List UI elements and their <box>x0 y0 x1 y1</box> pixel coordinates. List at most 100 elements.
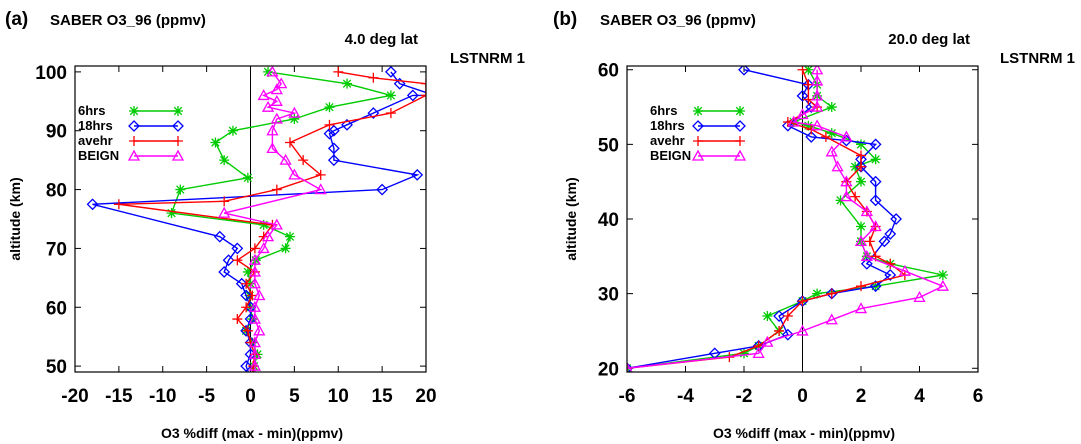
data-point <box>870 154 881 165</box>
legend-label: 6hrs <box>650 103 677 118</box>
data-point <box>261 230 275 242</box>
data-point <box>856 150 866 161</box>
data-point <box>248 300 261 312</box>
x-tick-label: 4 <box>914 386 925 407</box>
y-tick-label: 40 <box>598 210 619 231</box>
data-point <box>878 235 891 248</box>
plot-frame <box>626 65 979 373</box>
legend-marker <box>171 149 185 161</box>
data-point <box>327 124 340 137</box>
data-point <box>86 198 99 211</box>
data-point <box>270 112 283 124</box>
data-point <box>368 72 379 83</box>
data-point <box>627 361 633 372</box>
data-point <box>342 78 353 89</box>
x-tick-label: -4 <box>677 386 694 407</box>
y-tick-label: 30 <box>598 285 619 306</box>
data-point <box>820 131 831 142</box>
x-tick-label: -10 <box>149 386 176 407</box>
y-tick-label: 80 <box>46 181 67 202</box>
data-point <box>213 230 226 243</box>
data-point <box>831 160 844 172</box>
data-point <box>232 255 243 266</box>
data-point <box>854 302 868 314</box>
x-tick-label: 6 <box>973 386 984 407</box>
data-point <box>241 278 252 289</box>
data-point <box>284 137 295 148</box>
data-point <box>270 218 283 230</box>
chart-panel-a: (a) SABER O3_96 (ppmv) 4.0 deg lat LSTNRM 1… <box>5 9 525 441</box>
data-point <box>385 108 396 119</box>
x-tick-label: -6 <box>619 386 636 407</box>
x-tick-label: 0 <box>245 386 256 407</box>
data-point <box>250 371 251 372</box>
data-point <box>247 290 258 301</box>
data-point <box>240 324 253 337</box>
data-point <box>840 190 853 202</box>
series-line <box>627 69 945 369</box>
data-point <box>884 269 897 281</box>
data-point <box>232 314 243 325</box>
data-point <box>314 183 327 195</box>
data-point <box>869 138 882 151</box>
data-point <box>271 184 282 195</box>
data-point <box>242 266 253 277</box>
data-point <box>796 295 809 308</box>
data-point <box>253 289 266 301</box>
data-point <box>781 119 794 132</box>
data-point <box>796 108 809 120</box>
x-tick-label: 2 <box>856 386 867 407</box>
data-point <box>913 291 926 303</box>
legend-marker <box>173 106 183 116</box>
data-point <box>864 236 875 247</box>
data-point <box>248 265 261 277</box>
data-point <box>242 325 253 336</box>
legend-marker <box>172 120 184 132</box>
data-point <box>270 83 283 95</box>
data-point <box>869 194 882 207</box>
data-point <box>812 288 823 299</box>
data-point <box>175 184 186 195</box>
legend-marker <box>693 136 703 146</box>
data-point <box>811 66 824 75</box>
data-point <box>803 120 814 131</box>
chart-title: SABER O3_96 (ppmv) <box>50 12 206 29</box>
data-point <box>384 66 397 78</box>
data-point <box>280 243 291 254</box>
data-point <box>752 347 765 358</box>
data-point <box>421 78 426 89</box>
data-point <box>248 373 258 383</box>
data-point <box>796 89 809 102</box>
data-point <box>825 313 838 325</box>
series-6hrs <box>166 66 396 383</box>
data-point <box>284 231 295 242</box>
legend-marker <box>734 120 746 132</box>
data-point <box>840 175 853 187</box>
data-point <box>219 155 230 166</box>
data-point <box>860 205 873 217</box>
legend-label: 18hrs <box>650 118 685 133</box>
data-point <box>240 360 253 372</box>
data-point <box>884 228 897 240</box>
data-point <box>393 77 406 90</box>
data-point <box>811 89 824 101</box>
data-point <box>811 119 824 131</box>
data-point <box>266 124 279 136</box>
y-tick-label: 100 <box>35 63 67 84</box>
data-point <box>797 296 808 307</box>
data-point <box>248 277 261 289</box>
chart-panel-b: (b) SABER O3_96 (ppmv) 20.0 deg lat LSTNRM … <box>553 9 1075 441</box>
data-point <box>258 219 269 230</box>
data-point <box>248 348 261 359</box>
data-point <box>324 119 335 130</box>
data-point <box>257 89 270 101</box>
data-point <box>826 128 837 139</box>
y-axis-label: altitude (km) <box>563 177 579 260</box>
legend-label: 18hrs <box>78 118 113 133</box>
legend-marker <box>735 136 745 146</box>
data-point <box>860 249 873 261</box>
data-point <box>288 168 301 180</box>
x-tick-label: -15 <box>105 386 133 407</box>
legend-label: avehr <box>78 133 113 148</box>
